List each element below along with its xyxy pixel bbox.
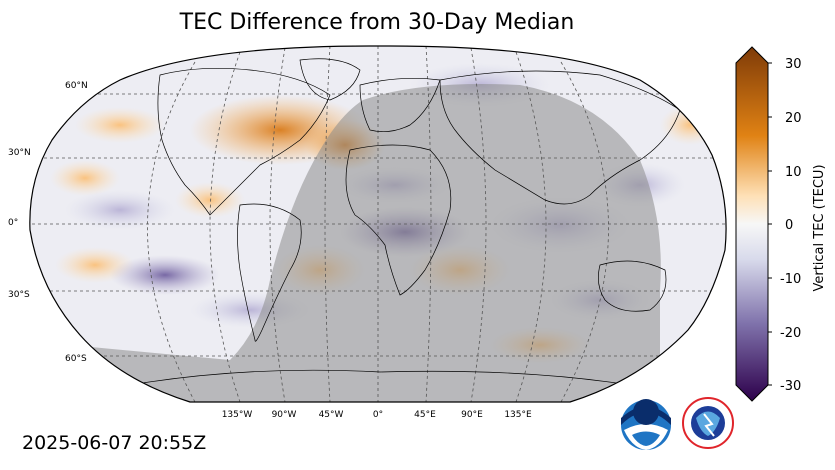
lon-label-0: 0° <box>373 410 383 420</box>
graticule <box>29 45 727 402</box>
lat-label-30n: 30°N <box>8 148 31 158</box>
colorbar-tick-0: 0 <box>785 218 793 233</box>
colorbar-tick-neg20: -20 <box>780 326 801 341</box>
colorbar-tick-30: 30 <box>785 57 802 72</box>
tec-field <box>29 45 727 402</box>
lon-label-45e: 45°E <box>414 410 436 420</box>
lon-label-135w: 135°W <box>222 410 253 420</box>
lon-label-135e: 135°E <box>504 410 532 420</box>
lat-label-60n: 60°N <box>65 81 88 91</box>
lon-label-90e: 90°E <box>461 410 483 420</box>
lon-label-90w: 90°W <box>272 410 297 420</box>
nws-logo-icon <box>682 397 734 449</box>
colorbar-label: Vertical TEC (TECU) <box>812 164 827 291</box>
globe-outline <box>29 45 727 403</box>
map-title: TEC Difference from 30-Day Median <box>179 10 575 35</box>
timestamp: 2025-06-07 20:55Z <box>22 432 207 454</box>
colorbar-tick-10: 10 <box>785 165 802 180</box>
colorbar-tick-20: 20 <box>785 111 802 126</box>
coastlines <box>129 58 681 386</box>
lat-label-60s: 60°S <box>65 354 87 364</box>
lon-label-45w: 45°W <box>319 410 344 420</box>
colorbar-tick-neg10: -10 <box>780 272 801 287</box>
lat-label-0: 0° <box>8 218 18 228</box>
night-shade <box>29 84 661 402</box>
noaa-logo-icon <box>621 399 671 450</box>
lat-label-30s: 30°S <box>8 290 30 300</box>
colorbar-tick-neg30: -30 <box>780 379 801 394</box>
colorbar: 30 20 10 0 -10 -20 -30 Vertical TEC (TEC… <box>735 46 827 402</box>
